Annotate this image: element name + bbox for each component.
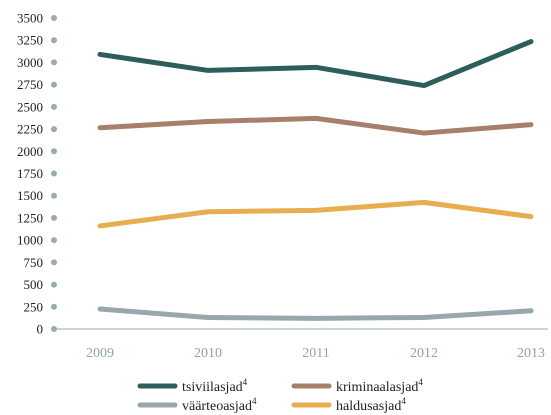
series-line-kriminaalasjad (97, 115, 534, 136)
y-axis-dot (51, 281, 57, 288)
y-axis-dot (51, 237, 57, 244)
y-axis-dot (51, 326, 57, 332)
y-axis-dot (51, 170, 57, 177)
x-tick-label: 2010 (194, 346, 222, 361)
legend: tsiviilasjad4 kriminaalasjad4 väärteoasjad… (137, 377, 423, 414)
legend-footnote-marker: 4 (401, 396, 406, 406)
series-lines (97, 39, 534, 321)
y-axis-dot (51, 103, 57, 110)
legend-footnote-marker: 4 (418, 377, 423, 387)
y-axis-dot (51, 259, 57, 266)
y-axis-dot (51, 126, 57, 133)
y-tick-label: 3000 (17, 55, 43, 70)
y-axis-dot (51, 303, 57, 310)
axes: 0 250 500 750 1000 1250 1500 1750 2000 2250 2500 27… (17, 11, 548, 361)
y-axis-dot (51, 37, 57, 44)
y-tick-label: 2000 (17, 144, 43, 159)
y-axis-dot (51, 214, 57, 221)
y-tick-label: 1250 (17, 210, 43, 225)
y-tick-label: 2750 (17, 77, 43, 92)
series-line-väärteoasjad (97, 306, 534, 321)
y-axis-dot (51, 15, 57, 21)
x-tick-label: 2009 (86, 346, 114, 361)
y-tick-label: 250 (24, 299, 44, 314)
y-tick-label: 2250 (17, 122, 43, 137)
y-axis-dot (51, 81, 57, 88)
legend-footnote-marker: 4 (252, 396, 257, 406)
y-tick-label: 750 (24, 255, 44, 270)
x-tick-label: 2013 (517, 346, 545, 361)
x-tick-label: 2011 (302, 346, 329, 361)
y-tick-label: 1000 (17, 233, 43, 248)
legend-footnote-marker: 4 (243, 377, 248, 387)
y-tick-label: 500 (24, 277, 44, 292)
series-line-haldusasjad (97, 199, 534, 229)
y-tick-label: 1750 (17, 166, 43, 181)
y-axis-dot (51, 192, 57, 199)
y-axis-dot (51, 59, 57, 66)
y-tick-label: 0 (37, 322, 44, 337)
y-tick-label: 1500 (17, 188, 43, 203)
x-tick-label: 2012 (410, 346, 438, 361)
legend-label: haldusasjad4 (336, 396, 406, 414)
y-tick-label: 3500 (17, 11, 43, 26)
y-tick-label: 3250 (17, 33, 43, 48)
legend-label: kriminaalasjad4 (336, 377, 423, 395)
y-axis-dot (51, 148, 57, 155)
series-line-tsiviilasjad (97, 39, 534, 89)
y-tick-label: 2500 (17, 99, 43, 114)
legend-label: tsiviilasjad4 (182, 377, 248, 395)
legend-label: väärteoasjad4 (182, 396, 257, 414)
